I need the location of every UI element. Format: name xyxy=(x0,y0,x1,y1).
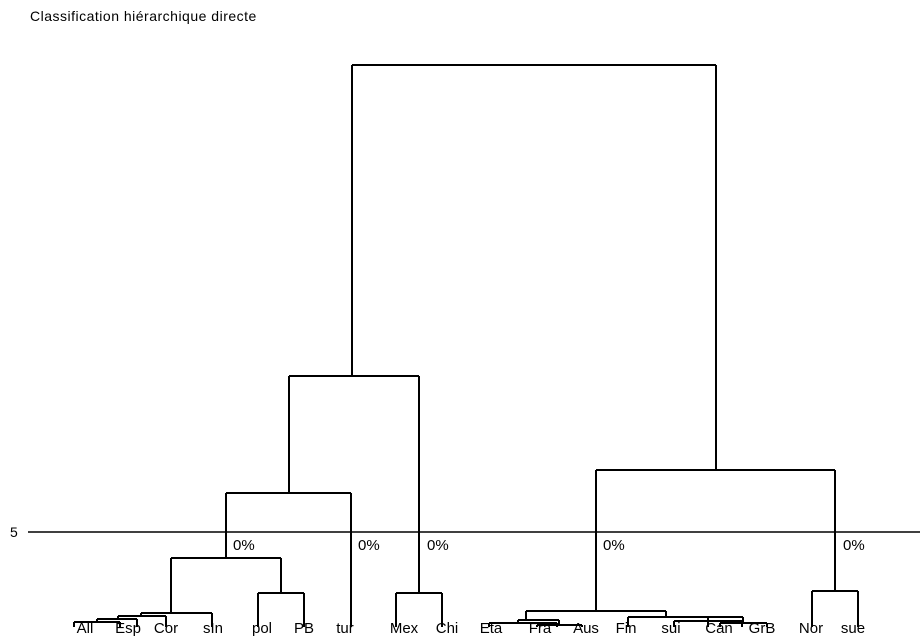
cluster-percent-label: 0% xyxy=(233,537,255,554)
leaf-label: Esp xyxy=(115,620,141,637)
leaf-label: Nor xyxy=(799,620,823,637)
leaf-label: Cor xyxy=(154,620,178,637)
leaf-label: All xyxy=(77,620,94,637)
leaf-label: Chi xyxy=(436,620,459,637)
leaf-label: Fin xyxy=(616,620,637,637)
leaf-label: Aus xyxy=(573,620,599,637)
leaf-label: Can xyxy=(705,620,733,637)
leaf-label: sIn xyxy=(203,620,223,637)
leaf-label: Mex xyxy=(390,620,419,637)
chart-title: Classification hiérarchique directe xyxy=(30,8,257,24)
cluster-percent-label: 0% xyxy=(358,537,380,554)
leaf-label: GrB xyxy=(749,620,776,637)
leaf-label: pol xyxy=(252,620,272,637)
cluster-percent-label: 0% xyxy=(427,537,449,554)
leaf-label: sue xyxy=(841,620,865,637)
cluster-percent-label: 0% xyxy=(603,537,625,554)
leaf-label: tur xyxy=(336,620,354,637)
leaf-label: Eta xyxy=(480,620,503,637)
cut-level-label: 5 xyxy=(10,524,18,540)
cluster-percent-label: 0% xyxy=(843,537,865,554)
leaf-label: sui xyxy=(661,620,680,637)
leaf-label: PB xyxy=(294,620,314,637)
leaf-label: Fra xyxy=(529,620,552,637)
